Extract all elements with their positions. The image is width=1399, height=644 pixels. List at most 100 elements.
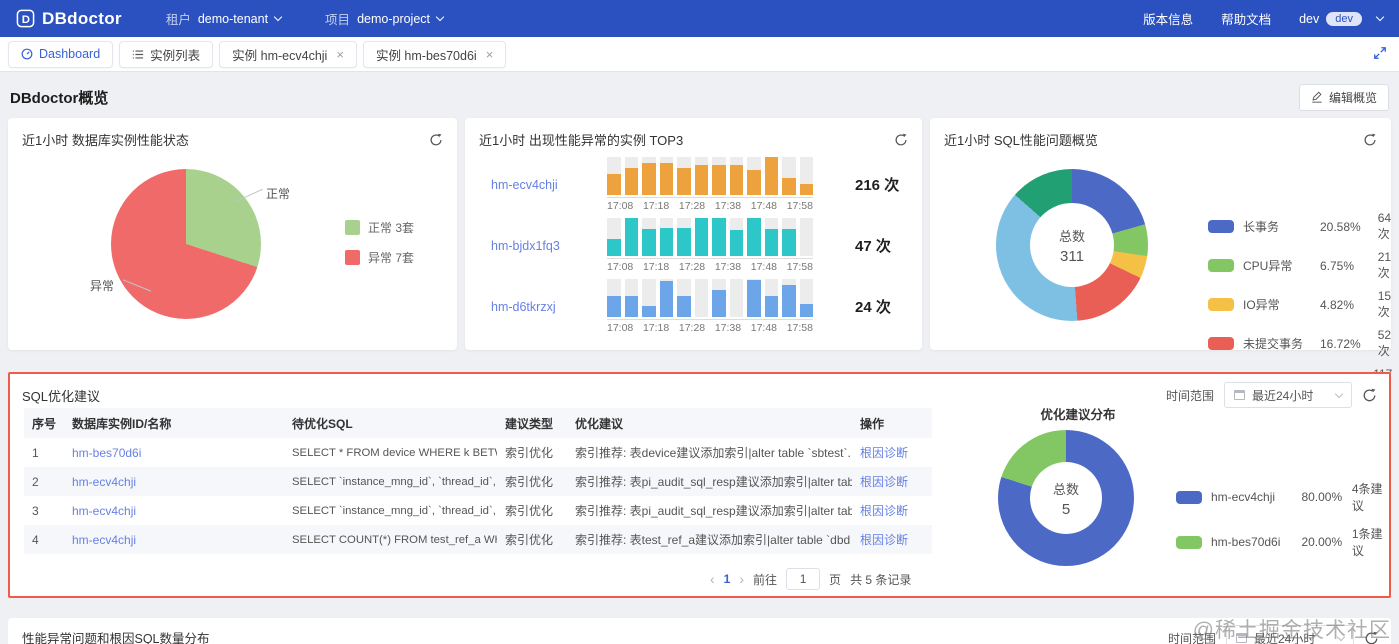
bar [659, 280, 673, 317]
calendar-icon [1236, 633, 1247, 643]
bar [782, 284, 796, 317]
instance-link[interactable]: hm-ecv4chji [72, 503, 137, 518]
prev-page-button[interactable]: ‹ [710, 571, 715, 587]
legend-item: hm-ecv4chji 80.00% 4条建议 [1176, 480, 1389, 514]
pagination: ‹ 1 › 前往 页 共 5 条记录 [710, 568, 911, 590]
suggestions-distribution-donut[interactable]: 总数 5 [998, 430, 1134, 566]
pie-label-abnormal: 异常 [90, 279, 115, 293]
bar-slot [607, 157, 621, 195]
legend-swatch [345, 250, 360, 265]
bar-slot [799, 157, 813, 195]
root-cause-diagnosis-link[interactable]: 根因诊断 [860, 446, 909, 460]
user-menu[interactable]: dev dev [1299, 11, 1385, 26]
bar [712, 289, 726, 317]
bar-slot [782, 279, 796, 317]
legend-swatch [345, 220, 360, 235]
goto-label: 前往 [753, 572, 778, 587]
edit-overview-button[interactable]: 编辑概览 [1298, 83, 1389, 111]
tab-instance-list[interactable]: 实例列表 [119, 40, 214, 68]
app-title: DBdoctor [42, 8, 122, 28]
instance-link[interactable]: hm-ecv4chji [72, 532, 137, 547]
bar [677, 296, 691, 317]
bar-slot [624, 157, 638, 195]
x-axis-labels: 17:08 17:18 17:28 17:38 17:48 17:58 [607, 197, 813, 212]
instance-status-pie[interactable] [111, 169, 261, 319]
bar-slot [642, 157, 656, 195]
column-header: 序号 [32, 416, 57, 431]
refresh-icon[interactable] [1363, 133, 1377, 147]
dashboard-icon [21, 48, 33, 60]
fullscreen-icon[interactable] [1373, 46, 1387, 65]
bar [694, 165, 708, 195]
bar-slot [677, 279, 691, 317]
version-info-link[interactable]: 版本信息 [1143, 13, 1194, 27]
app-logo: D DBdoctor [16, 9, 122, 29]
root-cause-diagnosis-link[interactable]: 根因诊断 [860, 475, 909, 489]
instance-link[interactable]: hm-bes70d6i [72, 445, 142, 460]
refresh-icon[interactable] [429, 133, 443, 147]
bar-slot [624, 279, 638, 317]
bar [694, 218, 708, 256]
project-selector[interactable]: 项目 demo-project [325, 9, 445, 28]
bar [729, 164, 743, 195]
time-range-select[interactable]: 最近24小时 [1226, 625, 1354, 644]
column-header: 待优化SQL [292, 416, 353, 431]
bar [624, 167, 638, 195]
bar [607, 174, 621, 195]
root-cause-diagnosis-link[interactable]: 根因诊断 [860, 504, 909, 518]
table-row: 1 hm-bes70d6i SELECT * FROM device WHERE k… [24, 438, 932, 467]
instance-link[interactable]: hm-ecv4chji [72, 474, 137, 489]
bar-slot [764, 157, 778, 195]
bar [642, 162, 656, 195]
bar-slot [659, 279, 673, 317]
card-title: 近1小时 SQL性能问题概览 [944, 133, 1098, 148]
donut-chart-area: 总数 311 长事务 20.58% 64次 CPU异常 6.75% 21次 IO异常 4.82… [930, 149, 1392, 436]
legend-item: 异常 7套 [345, 249, 414, 266]
close-icon[interactable]: × [336, 46, 344, 62]
current-page[interactable]: 1 [723, 572, 731, 586]
top3-rows: hm-ecv4chji 17:08 17:18 17:28 17:38 17:48 17:5… [465, 149, 922, 337]
bar [677, 227, 691, 256]
bar-slot [782, 157, 796, 195]
bar [764, 296, 778, 317]
bar-slot [799, 279, 813, 317]
bar-slot [799, 218, 813, 256]
chevron-down-icon [1336, 632, 1346, 641]
tab-label: 实例 hm-bes70d6i [375, 48, 477, 63]
goto-page-input[interactable] [786, 568, 821, 590]
refresh-icon[interactable] [1362, 388, 1377, 403]
card-top3-anomaly: 近1小时 出现性能异常的实例 TOP3 hm-ecv4chji 17:08 17:1… [465, 118, 922, 350]
tenant-selector[interactable]: 租户 demo-tenant [166, 9, 283, 28]
column-header: 数据库实例ID/名称 [72, 416, 172, 431]
help-doc-link[interactable]: 帮助文档 [1221, 13, 1272, 27]
svg-text:D: D [22, 14, 31, 26]
donut-center: 总数 311 [1030, 203, 1114, 287]
sql-problems-donut[interactable]: 总数 311 [996, 169, 1148, 321]
bar [799, 303, 813, 317]
close-icon[interactable]: × [485, 46, 494, 62]
refresh-icon[interactable] [894, 133, 908, 147]
bar [747, 279, 761, 317]
tab-dashboard[interactable]: Dashboard [8, 40, 114, 68]
bar [659, 227, 673, 256]
time-range-label: 时间范围 [1167, 631, 1216, 644]
mini-bar-chart: 17:08 17:18 17:28 17:38 17:48 17:58 [607, 279, 813, 334]
bar-slot [607, 218, 621, 256]
bar-slot [677, 157, 691, 195]
bar-slot [694, 279, 708, 317]
instance-link[interactable]: hm-bjdx1fq3 [491, 238, 560, 253]
bar-slot [764, 279, 778, 317]
next-page-button[interactable]: › [739, 571, 745, 587]
card-sql-overview: 近1小时 SQL性能问题概览 总数 311 长事务 20.58% 64次 CPU异常 6… [930, 118, 1392, 436]
tab-instance-ecv4chji[interactable]: 实例 hm-ecv4chji × [219, 40, 357, 68]
bar-slot [747, 279, 761, 317]
instance-link[interactable]: hm-ecv4chji [491, 177, 558, 192]
section-title: SQL优化建议 [22, 388, 101, 404]
time-range-select[interactable]: 最近24小时 [1224, 382, 1352, 408]
tab-instance-bes70d6i[interactable]: 实例 hm-bes70d6i × [362, 40, 507, 68]
pie-label-normal: 正常 [266, 187, 291, 201]
instance-link[interactable]: hm-d6tkrzxj [491, 299, 556, 314]
legend-swatch [1208, 259, 1234, 272]
root-cause-diagnosis-link[interactable]: 根因诊断 [860, 533, 909, 547]
refresh-icon[interactable] [1364, 631, 1379, 644]
